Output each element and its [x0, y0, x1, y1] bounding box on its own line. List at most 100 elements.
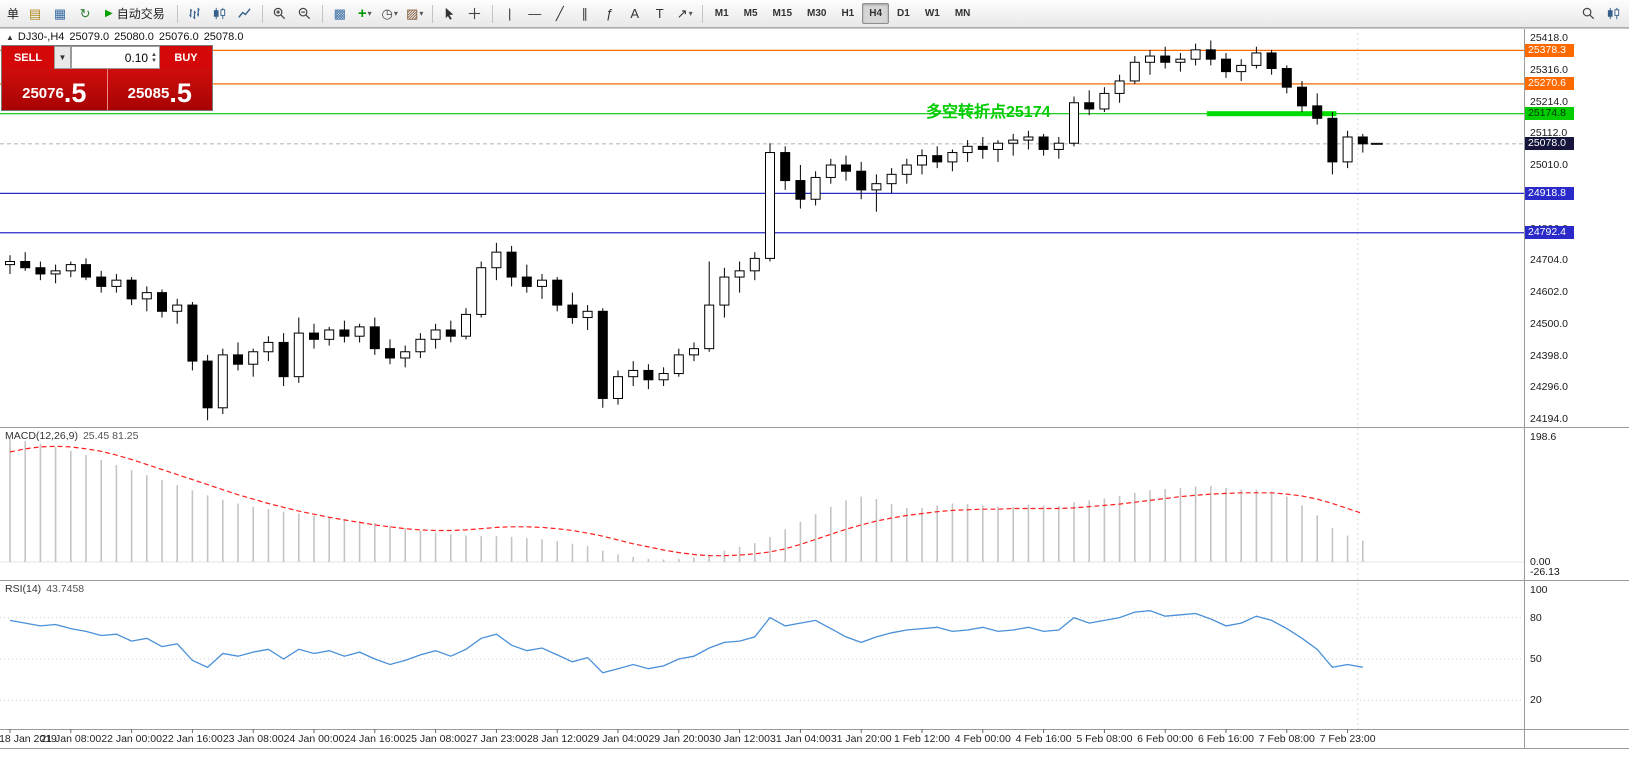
buy-price[interactable]: 25085.5 [107, 69, 212, 110]
zoom-out-icon[interactable] [293, 2, 317, 26]
timeframe-button-m5[interactable]: M5 [743, 8, 758, 19]
equidistant-channel-icon[interactable]: ∥ [573, 2, 597, 26]
candle-body [1236, 64, 1247, 73]
candle-body [202, 360, 213, 409]
bars-chart-icon[interactable] [183, 2, 207, 26]
text-icon[interactable]: A [623, 2, 647, 26]
refresh-icon[interactable]: ↻ [73, 2, 97, 26]
time-axis-label: 24 Jan 00:00 [283, 733, 345, 745]
indicators-icon[interactable]: + ▾ [353, 2, 377, 26]
toolbar-separator [261, 4, 263, 23]
timeframe-button-h1[interactable]: H1 [841, 8, 855, 19]
candle-body [1053, 142, 1064, 150]
orders-menu-label: 单 [7, 7, 20, 21]
dropdown-arrow-icon: ▾ [367, 9, 372, 18]
time-axis-label: 4 Feb 16:00 [1015, 733, 1072, 745]
line-chart-icon[interactable] [233, 2, 257, 26]
new-chart-icon[interactable] [1601, 2, 1625, 26]
candle-body [521, 276, 532, 287]
macd-scale-label: -26.13 [1530, 566, 1560, 578]
candlestick-chart-icon[interactable] [208, 2, 232, 26]
candle-body [734, 270, 745, 278]
new-order-icon[interactable]: ▤ [23, 2, 47, 26]
candle-body [5, 260, 15, 266]
price-scale-label: 25418.0 [1530, 32, 1568, 44]
sell-button[interactable]: SELL [2, 46, 54, 69]
timeframe-button-d1[interactable]: D1 [897, 8, 910, 19]
toolbar-separator [321, 4, 323, 23]
toolbar-separator [176, 4, 178, 23]
timeframe-button-m15[interactable]: M15 [772, 8, 792, 19]
fibonacci-icon[interactable]: ƒ [598, 2, 622, 26]
candle-body [1038, 136, 1049, 150]
market-watch-icon[interactable]: ▦ [48, 2, 72, 26]
autotrading-button[interactable]: ▶ 自动交易 [98, 2, 172, 26]
sell-price[interactable]: 25076.5 [2, 69, 108, 110]
templates-icon[interactable]: ▨ ▾ [403, 2, 427, 26]
timeframe-button-w1[interactable]: W1 [924, 8, 940, 19]
open-value: 25079.0 [69, 31, 110, 43]
arrows-icon[interactable]: ↗ ▾ [673, 2, 697, 26]
tile-windows-icon[interactable]: ▩ [328, 2, 352, 26]
volume-dropdown[interactable]: ▼ [54, 46, 71, 69]
timeframe-button-m30[interactable]: M30 [807, 8, 827, 19]
candle-body [689, 348, 699, 356]
candle-body [217, 354, 228, 409]
price-scale-label: 24296.0 [1530, 381, 1568, 394]
price-tag: 24918.8 [1525, 186, 1574, 200]
timeframe-button-h4[interactable]: H4 [862, 3, 890, 24]
search-icon[interactable] [1576, 2, 1600, 26]
time-axis-label: 24 Jan 16:00 [344, 733, 406, 745]
candle-body [1266, 52, 1277, 70]
periods-icon[interactable]: ◷ ▾ [378, 2, 402, 26]
turning-point-annotation[interactable]: 多空转折点25174 [926, 104, 1051, 121]
cursor-icon[interactable] [438, 2, 462, 26]
price-scale-label: 25010.0 [1530, 159, 1568, 171]
candle-body [1205, 49, 1216, 60]
volume-input[interactable]: 0.10 ▲ ▼ [71, 46, 160, 69]
timeframe-button-mn[interactable]: MN [954, 8, 971, 19]
time-axis-label: 31 Jan 20:00 [830, 733, 892, 745]
buy-button[interactable]: BUY [160, 46, 212, 69]
cursor-glyph [445, 7, 454, 20]
rsi-title: RSI(14) [5, 583, 42, 595]
price-tag: 25270.6 [1525, 77, 1574, 91]
candle-body [537, 279, 547, 287]
candle-body [552, 279, 563, 306]
zoom-in-icon[interactable] [268, 2, 292, 26]
candle-body [1145, 55, 1155, 63]
volume-stepper[interactable]: ▲ ▼ [151, 51, 157, 64]
vertical-line-icon[interactable]: | [498, 2, 522, 26]
candle-body [35, 267, 46, 275]
horizontal-line-icon[interactable]: — [523, 2, 547, 26]
timeframe-button-m1[interactable]: M1 [714, 8, 729, 19]
candle-body [461, 313, 471, 337]
trendline-icon[interactable]: ╱ [548, 2, 572, 26]
time-axis-label: 4 Feb 00:00 [954, 733, 1011, 745]
time-axis-label: 6 Feb 16:00 [1197, 733, 1255, 745]
dropdown-arrow-icon: ▾ [419, 9, 424, 18]
candle-body [385, 348, 395, 359]
low-value: 25076.0 [158, 31, 199, 43]
candle-body [841, 164, 851, 172]
panel-toggle-icon[interactable]: ▲ [6, 33, 14, 42]
time-axis-label: 18 Jan 2019 [0, 733, 57, 745]
candle-body [597, 310, 608, 399]
buy-price-main: 25085 [127, 85, 170, 102]
macd-scale-label: 198.6 [1530, 431, 1557, 444]
label-icon[interactable]: T [648, 2, 672, 26]
candle-body [810, 176, 821, 200]
time-axis-label: 27 Jan 23:00 [466, 733, 527, 745]
candle-body [871, 183, 882, 191]
candle-body [1008, 139, 1019, 144]
indicators-icon-glyph: + [357, 5, 367, 22]
crosshair-icon[interactable] [463, 2, 487, 26]
time-axis-label: 29 Jan 04:00 [587, 733, 649, 745]
candle-body [1099, 92, 1110, 110]
rsi-scale-label: 80 [1530, 611, 1542, 624]
candlestick-chart-glyph [214, 7, 226, 20]
rsi-header: RSI(14) 43.7458 [5, 583, 84, 595]
